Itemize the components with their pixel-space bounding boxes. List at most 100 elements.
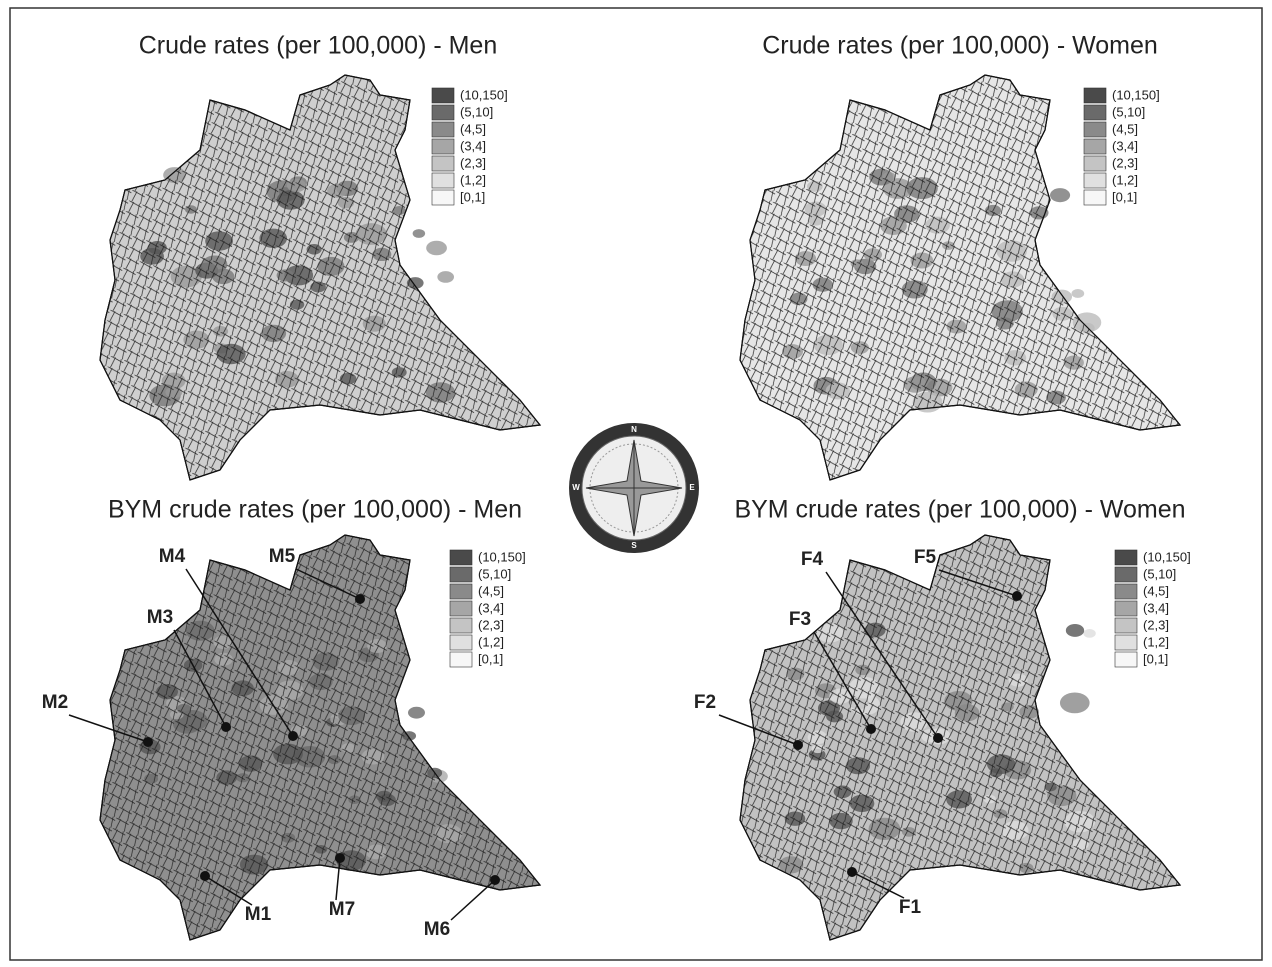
municipality-patch <box>408 706 425 719</box>
legend-label: (10,150] <box>1112 87 1160 102</box>
legend-swatch <box>1083 189 1107 206</box>
leader-line <box>335 857 341 901</box>
site-marker <box>1012 591 1022 601</box>
legend-label: (2,3] <box>460 155 486 170</box>
leader-line <box>68 714 149 743</box>
leader-line <box>825 571 939 739</box>
legend-label: (5,10] <box>460 104 493 119</box>
site-marker <box>490 875 500 885</box>
legend-label: (1,2] <box>478 634 504 649</box>
legend-swatch <box>449 651 473 668</box>
leader-line <box>450 879 496 921</box>
legend-label: (1,2] <box>1112 172 1138 187</box>
legend-label: (1,2] <box>1143 634 1169 649</box>
site-label: F5 <box>914 547 937 568</box>
legend-label: (3,4] <box>1143 600 1169 615</box>
legend-label: (2,3] <box>478 617 504 632</box>
municipality-patch <box>1050 188 1071 203</box>
legend-label: (5,10] <box>478 566 511 581</box>
legend-label: [0,1] <box>460 189 485 204</box>
leader-line <box>185 568 294 737</box>
municipality-patch <box>1083 629 1096 638</box>
legend-swatch <box>431 104 455 121</box>
site-marker <box>288 731 298 741</box>
legend-label: (3,4] <box>460 138 486 153</box>
legend-swatch <box>1114 634 1138 651</box>
legend-swatch <box>449 600 473 617</box>
legend-swatch <box>1114 549 1138 566</box>
site-marker <box>866 724 876 734</box>
compass-letter: S <box>631 541 637 550</box>
legend-label: [0,1] <box>1143 651 1168 666</box>
legend-swatch <box>431 155 455 172</box>
site-label: F1 <box>899 897 922 918</box>
legend-label: (5,10] <box>1112 104 1145 119</box>
site-label: F4 <box>801 549 824 570</box>
site-label: M2 <box>42 692 68 713</box>
legend-swatch <box>449 617 473 634</box>
legend-swatch <box>449 583 473 600</box>
legend-swatch <box>1114 583 1138 600</box>
legend-swatch <box>1114 566 1138 583</box>
compass-letter: N <box>631 425 637 434</box>
legend-swatch <box>1083 138 1107 155</box>
legend-label: (4,5] <box>478 583 504 598</box>
compass-star-shade <box>586 440 682 536</box>
legend-label: (2,3] <box>1112 155 1138 170</box>
legend-swatch <box>449 634 473 651</box>
site-marker <box>847 867 857 877</box>
legend-swatch <box>431 172 455 189</box>
municipality-patch <box>412 229 426 238</box>
site-label: F2 <box>694 692 716 713</box>
legend-swatch <box>1083 155 1107 172</box>
panel-title: Crude rates (per 100,000) - Women <box>762 32 1158 60</box>
legend-swatch <box>449 549 473 566</box>
legend-swatch <box>431 138 455 155</box>
panel-title: BYM crude rates (per 100,000) - Women <box>734 496 1185 524</box>
municipality-borders <box>739 74 1182 481</box>
leader-line <box>718 714 799 746</box>
municipality-patch <box>1059 692 1090 714</box>
site-label: F3 <box>789 609 811 630</box>
leader-line <box>938 569 1018 597</box>
site-label: M1 <box>245 904 272 925</box>
leader-line <box>295 568 361 600</box>
leader-line <box>173 629 227 728</box>
municipality-patch <box>1065 624 1085 637</box>
legend-label: (10,150] <box>478 549 526 564</box>
site-label: M3 <box>147 607 173 628</box>
legend-label: (10,150] <box>1143 549 1191 564</box>
legend-label: (4,5] <box>460 121 486 136</box>
panel-title: BYM crude rates (per 100,000) - Men <box>108 496 522 524</box>
legend-swatch <box>431 87 455 104</box>
legend-label: (3,4] <box>478 600 504 615</box>
legend-swatch <box>1114 651 1138 668</box>
site-label: M4 <box>159 546 186 567</box>
municipality-patch <box>1071 289 1085 298</box>
leader-line <box>204 875 253 906</box>
site-marker <box>143 737 153 747</box>
leader-line <box>851 871 905 899</box>
site-label: M6 <box>424 919 450 940</box>
legend-swatch <box>431 189 455 206</box>
legend-label: (3,4] <box>1112 138 1138 153</box>
legend-swatch <box>1083 104 1107 121</box>
legend-swatch <box>449 566 473 583</box>
legend-swatch <box>1083 121 1107 138</box>
site-marker <box>793 740 803 750</box>
municipality-patch <box>437 271 455 283</box>
legend-swatch <box>1083 172 1107 189</box>
site-marker <box>335 853 345 863</box>
legend-label: (1,2] <box>460 172 486 187</box>
legend-label: (4,5] <box>1143 583 1169 598</box>
site-marker <box>355 594 365 604</box>
legend-swatch <box>1114 600 1138 617</box>
legend-swatch <box>431 121 455 138</box>
site-label: M5 <box>269 546 296 567</box>
municipality-patch <box>426 240 447 256</box>
compass-letter: W <box>572 483 580 492</box>
site-label: M7 <box>329 899 355 920</box>
municipality-borders <box>739 534 1182 941</box>
legend-swatch <box>1114 617 1138 634</box>
